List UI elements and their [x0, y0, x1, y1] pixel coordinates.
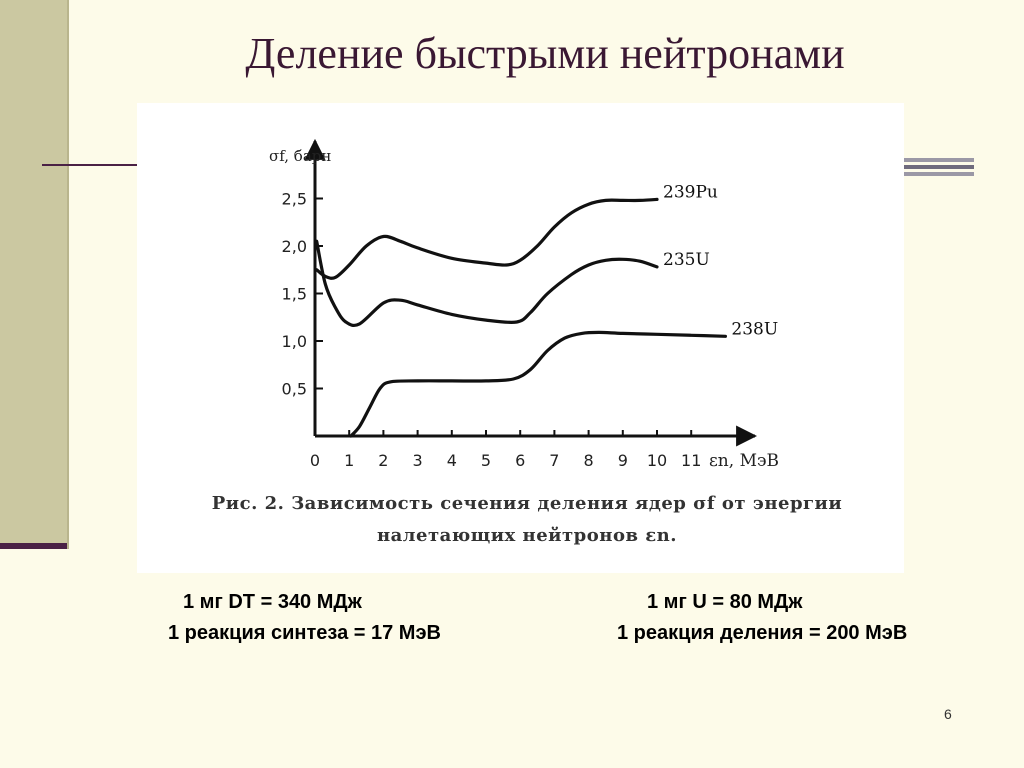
x-tick-label: 0 — [310, 451, 320, 470]
y-tick-label: 1,5 — [282, 285, 307, 304]
series-labels: 239Pu 235U 238U — [663, 182, 778, 339]
left-accent-bar — [0, 0, 67, 545]
x-axis-label: εn, МэВ — [709, 451, 779, 471]
x-tick-label: 2 — [378, 451, 388, 470]
fission-cross-section-chart: 0 1 2 3 4 5 6 7 8 9 10 110,51,01,52,02,5 239Pu235U2… — [269, 138, 779, 471]
x-tick-label: 4 — [447, 451, 457, 470]
figure-panel: 0 1 2 3 4 5 6 7 8 9 10 11 0,5 1,0 1,5 2,0 2,5 239Pu 235U 2… — [137, 103, 904, 573]
series-line-235u — [315, 239, 659, 328]
y-tick-label: 2,0 — [282, 237, 307, 256]
decorative-bars-right — [902, 158, 974, 180]
x-tick-label: 9 — [618, 451, 628, 470]
series-line-239pu — [315, 197, 659, 280]
series-line-238u — [349, 330, 727, 438]
x-tick-label: 10 — [647, 451, 667, 470]
x-tick-label: 7 — [549, 451, 559, 470]
x-tick-label: 5 — [481, 451, 491, 470]
page-number: 6 — [944, 706, 952, 722]
caption-prefix: Рис. 2. — [211, 493, 285, 514]
y-tick-label: 1,0 — [282, 332, 307, 351]
figure-caption: Рис. 2. Зависимость сечения деления ядер… — [157, 488, 897, 552]
series-label-239pu: 239Pu — [663, 182, 718, 202]
left-accent-underline — [0, 543, 67, 549]
stat-u-energy: 1 мг U = 80 МДж — [647, 591, 803, 613]
x-tick-label: 8 — [584, 451, 594, 470]
x-tick-label: 1 — [344, 451, 354, 470]
x-tick-label: 6 — [515, 451, 525, 470]
series-lines — [315, 197, 727, 438]
slide-title: Деление быстрыми нейтронами — [245, 29, 845, 78]
y-tick-label: 0,5 — [282, 380, 307, 399]
stat-dt-energy: 1 мг DT = 340 МДж — [183, 591, 362, 613]
caption-text: Зависимость сечения деления ядер σf от э… — [291, 493, 843, 546]
x-tick-label: 3 — [413, 451, 423, 470]
left-accent-edge — [67, 0, 69, 549]
series-label-238u: 238U — [731, 319, 778, 339]
stat-fusion-reaction: 1 реакция синтеза = 17 МэВ — [168, 622, 441, 644]
y-axis-label: σf, барн — [269, 147, 331, 165]
series-label-235u: 235U — [663, 250, 710, 270]
stat-fission-reaction: 1 реакция деления = 200 МэВ — [617, 622, 908, 644]
x-tick-label: 11 — [681, 451, 701, 470]
axis-ticks: 0 1 2 3 4 5 6 7 8 9 10 11 0,5 1,0 1,5 2,0 2,5 — [282, 190, 702, 471]
decorative-line-left — [42, 164, 142, 166]
y-tick-label: 2,5 — [282, 190, 307, 209]
